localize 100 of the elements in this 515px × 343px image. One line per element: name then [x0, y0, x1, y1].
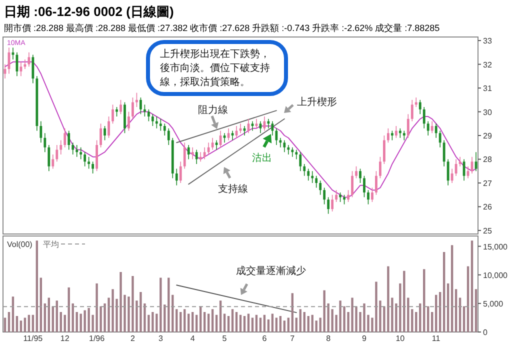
candlestick	[84, 152, 86, 167]
candlestick	[187, 144, 190, 160]
x-tick-label: 11/95	[23, 334, 44, 343]
bar	[474, 289, 478, 332]
candlestick	[271, 120, 274, 136]
bar	[239, 314, 242, 332]
bar	[112, 289, 114, 332]
bar	[176, 309, 178, 332]
candlestick	[351, 170, 354, 198]
candlestick	[207, 142, 210, 155]
candlestick	[307, 168, 310, 181]
candlestick	[410, 100, 414, 122]
annotation: 沽出	[252, 152, 272, 164]
candlestick	[104, 126, 106, 141]
candlestick	[275, 128, 278, 146]
bar	[287, 318, 290, 332]
bar	[295, 318, 298, 332]
annotation: 支持線	[218, 183, 248, 195]
bar	[48, 298, 50, 332]
bar	[195, 314, 198, 332]
candlestick	[28, 52, 30, 68]
bar	[180, 312, 182, 332]
candlestick	[402, 130, 406, 141]
annotation: 成交量逐漸減少	[236, 265, 306, 277]
y-tick-label: 27	[483, 178, 492, 188]
bar	[207, 314, 210, 332]
bar	[132, 276, 134, 332]
candlestick	[446, 158, 450, 186]
candlestick	[422, 106, 426, 129]
bar	[20, 320, 22, 332]
candlestick	[68, 130, 70, 150]
candlestick	[367, 190, 370, 205]
bar	[351, 298, 354, 332]
y-tick-label: 25	[483, 226, 492, 236]
x-tick-label: 6	[262, 334, 268, 343]
candlestick	[406, 114, 410, 138]
candlestick	[191, 146, 194, 160]
y-tick-label: 31	[483, 84, 492, 94]
bar	[231, 309, 234, 332]
candlestick	[60, 140, 62, 155]
candlestick	[132, 97, 134, 120]
x-tick-label: 4	[190, 334, 196, 343]
bar	[28, 314, 30, 332]
bar	[387, 266, 390, 332]
bar	[311, 314, 314, 332]
candlestick	[335, 190, 338, 202]
bar	[32, 314, 34, 332]
candlestick	[48, 144, 50, 172]
candlestick	[120, 100, 122, 115]
candlestick	[359, 168, 362, 184]
candlestick	[76, 144, 78, 158]
candlestick	[163, 123, 166, 136]
bar	[140, 292, 142, 332]
candlestick	[128, 111, 130, 132]
y-tick-label: 30	[483, 108, 492, 117]
bar	[40, 278, 42, 332]
bar	[223, 314, 226, 332]
bar	[203, 312, 206, 332]
bar	[462, 306, 466, 332]
candlestick	[343, 194, 346, 205]
bar	[431, 312, 434, 332]
candlestick	[434, 123, 438, 138]
bar	[307, 316, 310, 332]
bar	[375, 282, 378, 332]
bar	[454, 289, 458, 332]
candlestick	[151, 114, 154, 126]
bar	[271, 314, 274, 332]
bar	[275, 318, 278, 332]
bar	[434, 294, 438, 332]
candlestick	[291, 146, 294, 158]
bar	[247, 314, 250, 332]
x-tick-label: 12	[60, 334, 70, 343]
candlestick	[203, 146, 206, 160]
candlestick	[108, 116, 110, 138]
candlestick	[52, 154, 54, 170]
candlestick	[379, 156, 382, 179]
x-tick-label: 2	[130, 334, 136, 343]
bar	[415, 312, 418, 332]
candlestick	[394, 126, 398, 138]
candlestick	[92, 161, 94, 174]
bar	[152, 312, 154, 332]
y-tick-label: 26	[483, 202, 492, 212]
bar	[251, 318, 254, 332]
bar	[188, 314, 190, 332]
y-tick-label: 28	[483, 155, 492, 164]
bar	[96, 283, 98, 332]
bar	[339, 300, 342, 332]
x-tick-label: 9	[362, 334, 368, 343]
x-tick-label: 1/96	[89, 334, 106, 343]
candlestick	[32, 54, 34, 84]
candlestick	[96, 140, 98, 172]
candlestick	[144, 104, 146, 117]
y-tick-label: 10,000	[483, 270, 508, 280]
bar	[64, 314, 66, 332]
y-tick-label: 15,000	[483, 242, 508, 252]
x-tick-label: 10	[396, 334, 406, 343]
bar	[168, 278, 170, 332]
legend-label: 平均	[43, 240, 59, 249]
candlestick	[211, 137, 214, 150]
bar	[427, 306, 430, 332]
